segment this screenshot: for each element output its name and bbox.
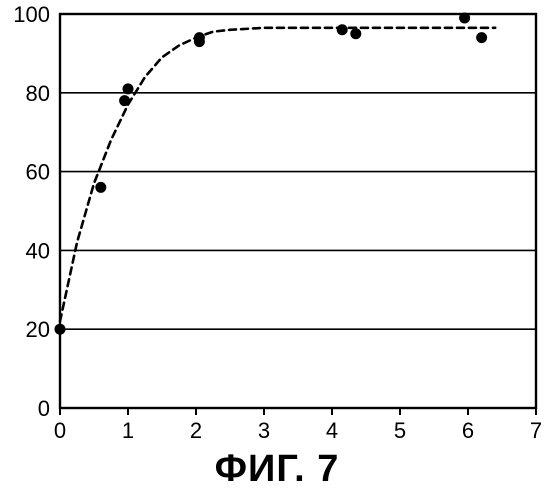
figure-caption: ФИГ. 7	[0, 448, 554, 491]
data-point-8	[459, 12, 470, 23]
x-tick-label-1: 1	[122, 418, 134, 443]
data-point-2	[119, 95, 130, 106]
data-point-3	[123, 83, 134, 94]
axes	[60, 14, 536, 415]
x-tick-label-7: 7	[530, 418, 542, 443]
y-tick-label-0: 0	[38, 396, 50, 421]
data-point-0	[55, 324, 66, 335]
y-tick-label-60: 60	[26, 160, 50, 185]
data-point-9	[476, 32, 487, 43]
data-point-6	[337, 24, 348, 35]
x-tick-label-2: 2	[190, 418, 202, 443]
fit-curve	[60, 28, 495, 322]
data-points	[55, 12, 488, 334]
grid-lines	[60, 93, 536, 329]
tick-labels: 0 1 2 3 4 5 6 7 0 20 40 60 80 100	[13, 2, 542, 443]
x-tick-label-5: 5	[394, 418, 406, 443]
data-point-5	[194, 32, 205, 43]
y-tick-label-20: 20	[26, 317, 50, 342]
y-tick-label-40: 40	[26, 238, 50, 263]
fit-curve-line	[60, 28, 495, 322]
data-point-1	[95, 182, 106, 193]
plot-frame	[60, 14, 536, 408]
x-tick-label-3: 3	[258, 418, 270, 443]
data-point-7	[350, 28, 361, 39]
scatter-chart: 0 1 2 3 4 5 6 7 0 20 40 60 80 100	[0, 0, 554, 445]
x-tick-label-4: 4	[326, 418, 338, 443]
x-tick-label-0: 0	[54, 418, 66, 443]
y-tick-label-80: 80	[26, 81, 50, 106]
x-tick-label-6: 6	[462, 418, 474, 443]
y-tick-label-100: 100	[13, 2, 50, 27]
